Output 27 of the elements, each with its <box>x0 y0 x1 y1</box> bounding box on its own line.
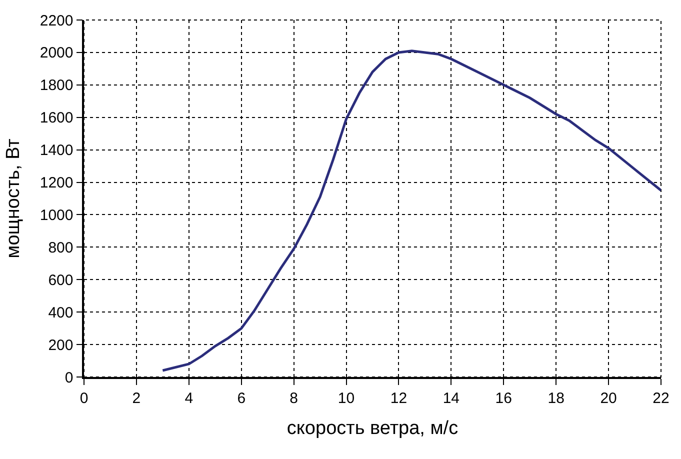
x-tick-label: 18 <box>548 390 564 407</box>
x-tick-label: 0 <box>80 390 88 407</box>
y-tick-label: 1000 <box>40 206 74 224</box>
x-tick-label: 22 <box>652 390 670 407</box>
x-tick-label: 14 <box>442 390 460 407</box>
x-tick-label: 12 <box>390 390 408 407</box>
x-tick-label: 16 <box>495 390 512 407</box>
y-tick-label: 1800 <box>40 77 74 94</box>
x-tick-label: 20 <box>600 390 617 407</box>
y-tick-label: 400 <box>48 304 74 322</box>
x-axis-title: скорость ветра, м/с <box>286 418 458 440</box>
y-tick-label: 2000 <box>40 44 74 62</box>
x-tick-label: 2 <box>132 390 141 407</box>
x-tick-label: 4 <box>184 390 194 407</box>
y-tick-label: 600 <box>48 272 74 289</box>
x-tick-label: 10 <box>338 390 355 407</box>
y-axis-title: мощность, Вт <box>3 138 24 258</box>
y-tick-label: 1600 <box>40 110 74 127</box>
y-tick-label: 1400 <box>40 142 74 160</box>
y-tick-label: 200 <box>48 336 74 354</box>
y-tick-label: 1200 <box>40 174 74 192</box>
line-series <box>161 50 661 372</box>
x-tick-label: 6 <box>237 390 246 407</box>
y-tick-label: 0 <box>64 369 74 386</box>
y-tick-label: 800 <box>48 239 74 256</box>
x-tick-label: 8 <box>290 390 298 407</box>
y-tick-label: 2200 <box>40 12 74 30</box>
